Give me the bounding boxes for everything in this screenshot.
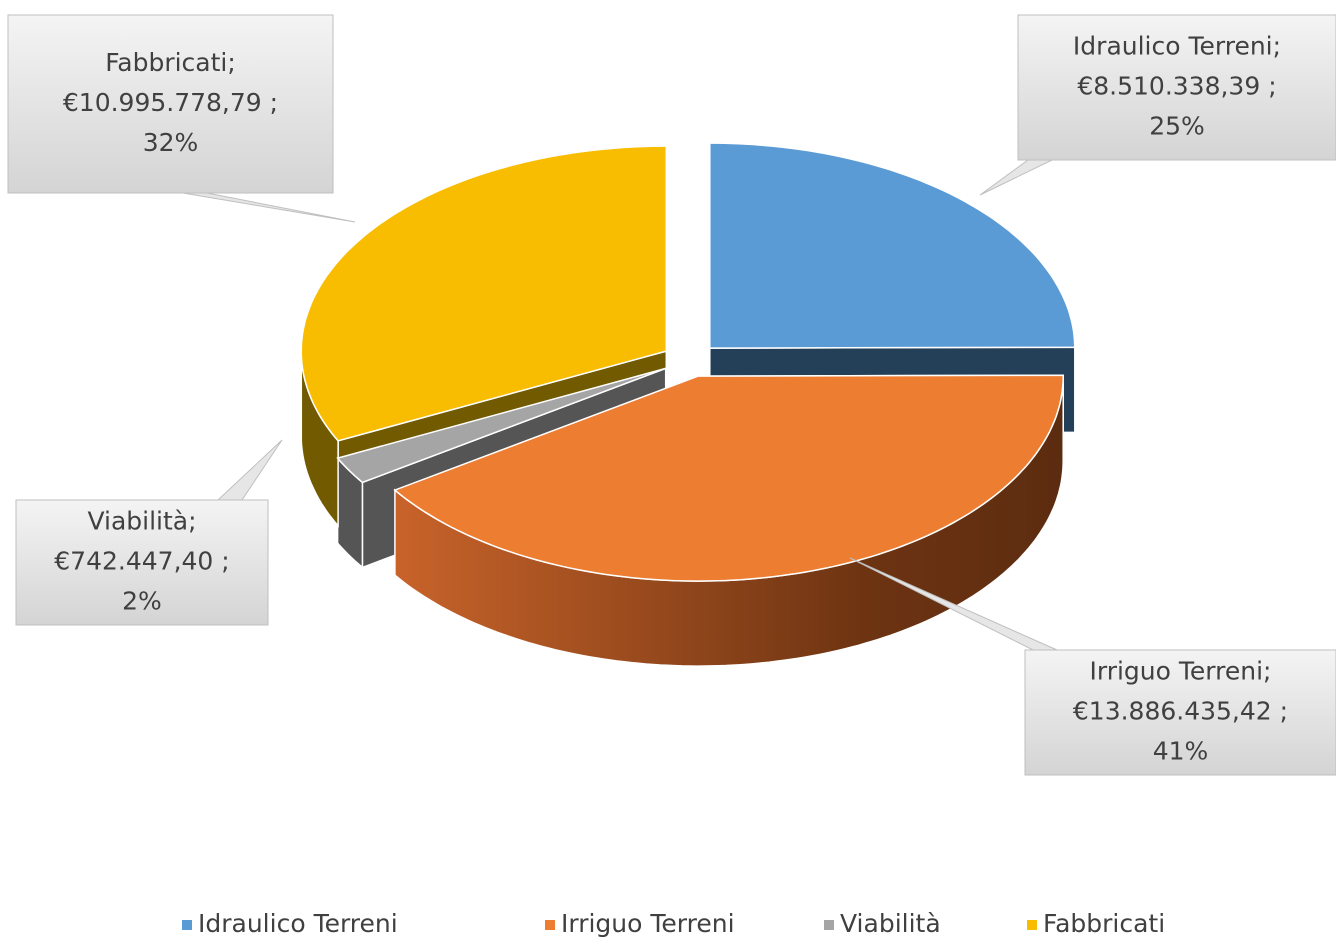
value-label: €742.447,40 <box>54 547 221 576</box>
data-label-value: €10.995.778,79 ; <box>63 88 278 117</box>
separator: ; <box>188 507 196 536</box>
legend-marker <box>824 920 834 930</box>
separator: ; <box>227 48 235 77</box>
data-label-name: Irriguo Terreni; <box>1090 657 1272 686</box>
slice <box>393 374 1064 582</box>
slice <box>709 142 1076 349</box>
data-label-box <box>15 499 269 626</box>
data-label-value: €13.886.435,42 ; <box>1073 697 1288 726</box>
value-label: €10.995.778,79 <box>63 88 270 117</box>
data-label-name: Fabbricati; <box>105 48 236 77</box>
legend-marker <box>545 920 555 930</box>
legend-marker <box>182 920 192 930</box>
separator: ; <box>1268 72 1276 101</box>
separator: ; <box>1263 657 1271 686</box>
leader-line <box>979 159 1053 196</box>
data-label-value: €742.447,40 ; <box>54 547 229 576</box>
separator: ; <box>1273 32 1281 61</box>
value-label: €8.510.338,39 <box>1077 72 1268 101</box>
value-label: €13.886.435,42 <box>1073 697 1280 726</box>
legend-marker <box>1027 920 1037 930</box>
percent-label: 41% <box>1153 737 1209 766</box>
legend-label: Irriguo Terreni <box>561 909 735 938</box>
legend-label: Viabilità <box>840 909 941 938</box>
data-label-box <box>1017 14 1336 161</box>
category-name: Irriguo Terreni <box>1090 657 1264 686</box>
data-label-name: Idraulico Terreni; <box>1073 32 1281 61</box>
legend-label: Idraulico Terreni <box>198 909 398 938</box>
separator: ; <box>270 88 278 117</box>
percent-label: 32% <box>143 128 199 157</box>
slice <box>336 367 666 484</box>
category-name: Viabilità <box>87 507 188 536</box>
legend-label: Fabbricati <box>1043 909 1165 938</box>
slice <box>300 145 668 442</box>
data-label-value: €8.510.338,39 ; <box>1077 72 1276 101</box>
category-name: Idraulico Terreni <box>1073 32 1273 61</box>
leader-line <box>216 439 283 501</box>
separator: ; <box>1280 697 1288 726</box>
percent-label: 2% <box>122 587 162 616</box>
data-label-box <box>1024 649 1336 776</box>
data-label-name: Viabilità; <box>87 507 196 536</box>
data-label-box <box>7 14 334 194</box>
leader-line <box>182 192 356 223</box>
separator: ; <box>221 547 229 576</box>
percent-label: 25% <box>1149 112 1205 141</box>
category-name: Fabbricati <box>105 48 227 77</box>
